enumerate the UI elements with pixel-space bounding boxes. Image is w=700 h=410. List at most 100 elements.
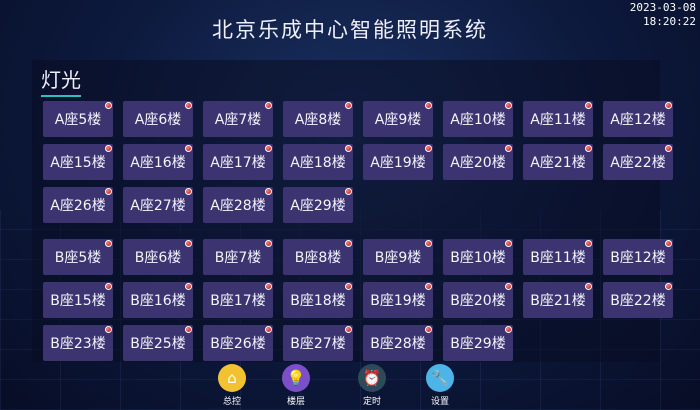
floor-button[interactable]: B座18楼 <box>283 282 353 318</box>
status-dot-icon <box>585 283 592 290</box>
nav-alarm-clock[interactable]: ⏰ 定时 <box>347 364 397 407</box>
status-dot-icon <box>345 188 352 195</box>
status-dot-icon <box>505 145 512 152</box>
status-dot-icon <box>425 102 432 109</box>
floor-button-label: B座20楼 <box>450 293 506 309</box>
floor-button-label: A座19楼 <box>370 155 426 171</box>
status-dot-icon <box>665 145 672 152</box>
floor-button-label: B座23楼 <box>50 336 106 352</box>
floor-button[interactable]: A座29楼 <box>283 187 353 223</box>
floor-button[interactable]: B座5楼 <box>43 239 113 275</box>
floor-button[interactable]: B座11楼 <box>523 239 593 275</box>
floor-button-label: A座17楼 <box>210 155 266 171</box>
status-dot-icon <box>265 145 272 152</box>
floor-button-label: B座6楼 <box>134 250 182 266</box>
floor-button[interactable]: A座6楼 <box>123 101 193 137</box>
floor-button[interactable]: A座22楼 <box>603 144 673 180</box>
floor-button[interactable]: B座6楼 <box>123 239 193 275</box>
floor-button-label: B座19楼 <box>370 293 426 309</box>
floor-button[interactable]: B座22楼 <box>603 282 673 318</box>
floor-button-label: A座28楼 <box>210 198 266 214</box>
floor-button-label: A座10楼 <box>450 112 506 128</box>
status-dot-icon <box>665 240 672 247</box>
floor-button[interactable]: A座7楼 <box>203 101 273 137</box>
floor-button[interactable]: B座21楼 <box>523 282 593 318</box>
home-icon: ⌂ <box>218 364 246 392</box>
status-dot-icon <box>665 283 672 290</box>
floor-button[interactable]: B座9楼 <box>363 239 433 275</box>
status-dot-icon <box>265 240 272 247</box>
floor-button-label: B座5楼 <box>54 250 102 266</box>
floor-button-label: A座18楼 <box>290 155 346 171</box>
floor-button-label: A座12楼 <box>610 112 666 128</box>
status-dot-icon <box>425 326 432 333</box>
floor-button[interactable]: A座11楼 <box>523 101 593 137</box>
nav-home[interactable]: ⌂ 总控 <box>207 364 257 407</box>
nav-lightbulb[interactable]: 💡 楼层 <box>271 364 321 407</box>
floor-button[interactable]: B座29楼 <box>443 325 513 361</box>
floor-button[interactable]: A座15楼 <box>43 144 113 180</box>
floor-button-label: A座11楼 <box>530 112 586 128</box>
floor-button[interactable]: B座15楼 <box>43 282 113 318</box>
floor-button[interactable]: A座27楼 <box>123 187 193 223</box>
status-dot-icon <box>185 102 192 109</box>
status-dot-icon <box>505 283 512 290</box>
floor-button-label: B座17楼 <box>210 293 266 309</box>
floor-button[interactable]: B座7楼 <box>203 239 273 275</box>
floor-button-label: A座22楼 <box>610 155 666 171</box>
floor-button-label: A座5楼 <box>54 112 102 128</box>
status-dot-icon <box>505 326 512 333</box>
floor-button[interactable]: B座16楼 <box>123 282 193 318</box>
floor-button[interactable]: B座23楼 <box>43 325 113 361</box>
floor-button-label: A座20楼 <box>450 155 506 171</box>
floor-button[interactable]: B座17楼 <box>203 282 273 318</box>
floor-button[interactable]: A座12楼 <box>603 101 673 137</box>
floor-button[interactable]: B座8楼 <box>283 239 353 275</box>
floor-button[interactable]: A座26楼 <box>43 187 113 223</box>
floor-button[interactable]: A座20楼 <box>443 144 513 180</box>
floor-button[interactable]: A座10楼 <box>443 101 513 137</box>
floor-button-label: B座29楼 <box>450 336 506 352</box>
floor-button-label: B座11楼 <box>530 250 586 266</box>
status-dot-icon <box>105 145 112 152</box>
nav-wrench[interactable]: 🔧 设置 <box>415 364 465 407</box>
status-dot-icon <box>425 283 432 290</box>
floor-button-label: A座9楼 <box>374 112 422 128</box>
floor-button[interactable]: A座17楼 <box>203 144 273 180</box>
floor-button[interactable]: A座8楼 <box>283 101 353 137</box>
floor-button-label: A座16楼 <box>130 155 186 171</box>
floor-button-label: B座10楼 <box>450 250 506 266</box>
status-dot-icon <box>665 102 672 109</box>
floor-button[interactable]: A座21楼 <box>523 144 593 180</box>
floor-button[interactable]: A座5楼 <box>43 101 113 137</box>
floor-button[interactable]: A座9楼 <box>363 101 433 137</box>
nav-label: 总控 <box>222 397 241 407</box>
floor-button-label: B座7楼 <box>214 250 262 266</box>
floor-button[interactable]: A座28楼 <box>203 187 273 223</box>
status-dot-icon <box>505 240 512 247</box>
status-dot-icon <box>265 188 272 195</box>
status-dot-icon <box>345 145 352 152</box>
floor-button[interactable]: B座10楼 <box>443 239 513 275</box>
floor-button[interactable]: B座19楼 <box>363 282 433 318</box>
floor-button[interactable]: A座18楼 <box>283 144 353 180</box>
status-dot-icon <box>105 283 112 290</box>
floor-button[interactable]: B座25楼 <box>123 325 193 361</box>
datetime: 2023-03-08 18:20:22 <box>630 1 696 29</box>
status-dot-icon <box>105 326 112 333</box>
floor-button[interactable]: B座20楼 <box>443 282 513 318</box>
status-dot-icon <box>105 102 112 109</box>
page-title: 北京乐成中心智能照明系统 <box>212 18 488 42</box>
floor-button[interactable]: B座27楼 <box>283 325 353 361</box>
lightbulb-icon: 💡 <box>282 364 310 392</box>
floor-button[interactable]: A座16楼 <box>123 144 193 180</box>
section-title: 灯光 <box>41 64 81 97</box>
floor-button[interactable]: B座12楼 <box>603 239 673 275</box>
floor-button-label: B座22楼 <box>610 293 666 309</box>
status-dot-icon <box>185 283 192 290</box>
status-dot-icon <box>505 102 512 109</box>
floor-button[interactable]: B座28楼 <box>363 325 433 361</box>
floor-button[interactable]: A座19楼 <box>363 144 433 180</box>
floor-button[interactable]: B座26楼 <box>203 325 273 361</box>
floor-button-label: A座6楼 <box>134 112 182 128</box>
